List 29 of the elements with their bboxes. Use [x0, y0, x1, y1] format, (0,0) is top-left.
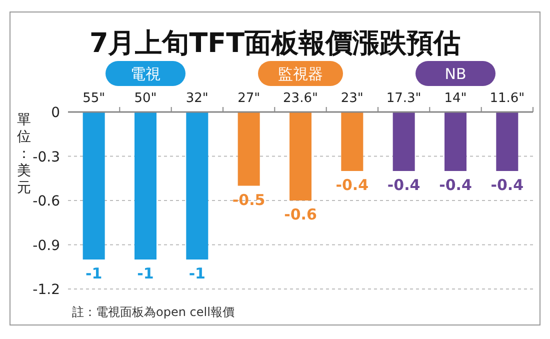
series-label: 電視	[130, 65, 160, 83]
data-label: -0.4	[439, 176, 472, 194]
text: 註：電視面板為open cell報價	[72, 305, 234, 319]
data-label: -1	[85, 264, 102, 282]
y-tick-label: -0.6	[32, 194, 60, 210]
data-label: -1	[137, 264, 154, 282]
x-tick-label: 23"	[340, 91, 364, 106]
chart-title: 7月上旬TFT面板報價漲跌預估	[89, 28, 461, 59]
y-tick-label: -0.9	[32, 238, 60, 254]
x-tick-label: 27"	[238, 91, 260, 106]
y-tick-label: 0	[51, 105, 60, 121]
x-tick-label: 55"	[82, 91, 106, 106]
x-tick-label: 23.6"	[283, 91, 318, 106]
data-label: -0.4	[336, 176, 369, 194]
x-tick-label: 11.6"	[490, 91, 525, 106]
y-axis-title: 單位：美元	[17, 112, 31, 196]
data-label: -0.5	[232, 190, 266, 209]
x-tick-label: 50"	[134, 91, 157, 106]
x-tick-label: 32"	[186, 91, 208, 106]
series-label: NB	[444, 65, 466, 83]
data-label: -0.4	[387, 176, 420, 194]
y-tick-label: -1.2	[32, 282, 60, 298]
y-tick-label: -0.3	[32, 149, 60, 166]
data-label: -0.4	[490, 176, 524, 194]
x-tick-label: 14"	[444, 91, 467, 106]
text: 監視器	[278, 65, 323, 83]
data-label: -1	[188, 264, 206, 282]
x-tick-label: 17.3"	[386, 91, 422, 106]
data-label: -0.6	[284, 206, 317, 224]
